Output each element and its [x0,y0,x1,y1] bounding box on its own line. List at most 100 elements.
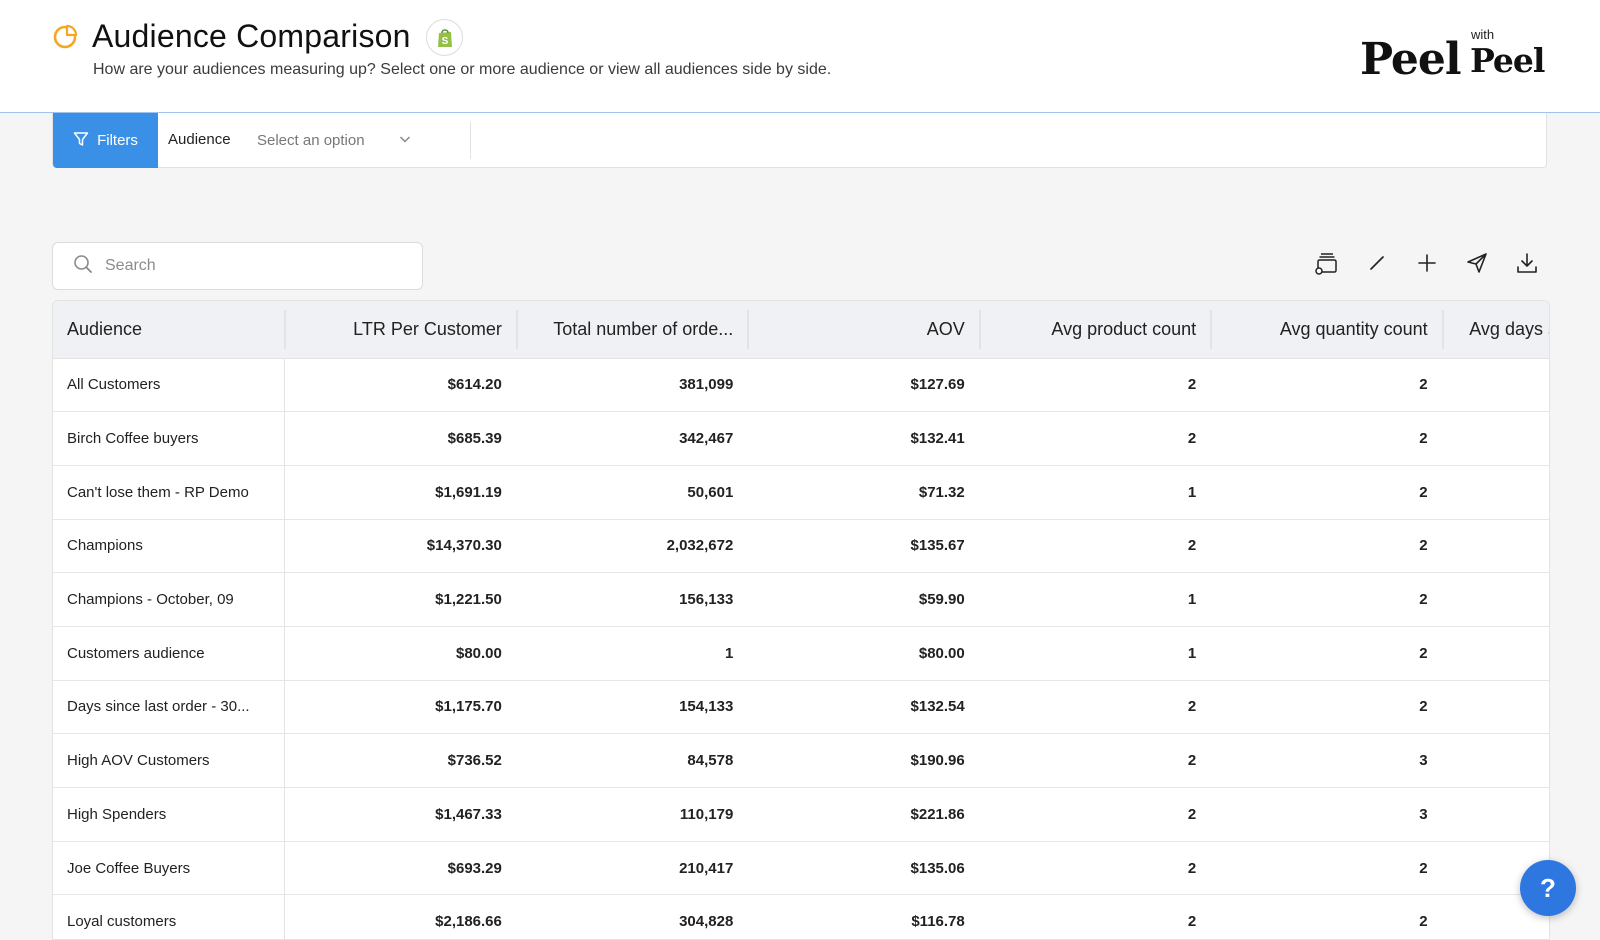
total-orders-cell: 304,828 [515,894,748,939]
ltr-cell: $685.39 [284,411,516,466]
table-row[interactable]: Champions$14,370.302,032,672$135.67221,0 [53,519,1549,574]
column-header-avg-days-since-first-order[interactable]: Avg days since first o [1441,301,1549,359]
total-orders-cell: 50,601 [515,465,748,520]
column-header-total-orders[interactable]: Total number of orde... [515,301,748,359]
audience-name-cell: High AOV Customers [53,733,285,788]
aov-cell: $221.86 [747,787,979,842]
aov-cell: $116.78 [747,894,979,939]
table-row[interactable]: Joe Coffee Buyers $693.29 210,417 $135.06 2 2 [53,841,1549,896]
avg-quantity-count-cell: 3 [1210,733,1442,788]
audience-filter-label: Audience [168,131,231,148]
avg-quantity-count-cell: 2 [1210,680,1442,735]
search-box[interactable] [52,242,423,290]
avg-quantity-count-cell: 2 [1210,894,1442,939]
total-orders-cell: 381,099 [515,358,748,413]
shopify-icon: S [426,19,463,56]
audience-name-cell: Joe Coffee Buyers [53,841,285,896]
ltr-cell: $1,175.70 [284,680,516,735]
aov-cell: $132.54 [747,680,979,735]
avg-product-count-cell: 2 [978,841,1211,896]
table-header-row: Audience LTR Per Customer Total number o… [53,301,1549,359]
avg-quantity-count-cell: 2 [1210,841,1442,896]
avg-product-count-cell: 2 [978,787,1211,842]
avg-product-count-cell: 1 [978,626,1211,681]
avg-quantity-count-cell: 3 [1210,787,1442,842]
audience-name-cell: High Spenders [53,787,285,842]
avg-product-count-cell: 2 [978,411,1211,466]
svg-text:S: S [441,36,448,47]
brand-logo: Peel with Peel [1360,26,1560,86]
table-row[interactable]: Birch Coffee buyers $685.39 342,467 $132.41… [53,411,1549,466]
avg-product-count-cell: 2 [978,733,1211,788]
audience-select[interactable]: Select an option [257,123,422,158]
avg-days-cell [1441,626,1549,681]
pie-chart-icon [52,24,78,50]
plus-icon[interactable] [1410,246,1444,280]
column-header-avg-quantity-count[interactable]: Avg quantity count [1210,301,1442,359]
avg-days-cell: 5 [1441,680,1549,735]
avg-quantity-count-cell: 2 [1210,411,1442,466]
chevron-down-icon [398,132,412,150]
aov-cell: $127.69 [747,358,979,413]
ltr-cell: $2,186.66 [284,894,516,939]
audience-table: Audience LTR Per Customer Total number o… [52,300,1550,940]
help-button[interactable]: ? [1520,860,1576,916]
avg-days-cell: 1,0 [1441,519,1549,574]
ltr-cell: $80.00 [284,626,516,681]
ltr-cell: $693.29 [284,841,516,896]
table-row[interactable]: Days since last order - 30... $1,175.70 15… [53,680,1549,735]
avg-days-cell: 1 [1441,787,1549,842]
audience-name-cell: Customers audience [53,626,285,681]
audience-name-cell: Champions [53,519,285,574]
search-input[interactable] [105,257,365,275]
total-orders-cell: 154,133 [515,680,748,735]
stack-icon[interactable] [1310,246,1344,280]
avg-days-cell: 9 [1441,358,1549,413]
avg-product-count-cell: 2 [978,519,1211,574]
audience-name-cell: All Customers [53,358,285,413]
total-orders-cell: 210,417 [515,841,748,896]
audience-name-cell: Can't lose them - RP Demo [53,465,285,520]
avg-product-count-cell: 2 [978,680,1211,735]
filter-bar: Filters Audience Select an option [52,113,1547,168]
search-icon [73,254,93,279]
filters-button-label: Filters [97,132,138,149]
avg-days-cell: 9 [1441,572,1549,627]
ltr-cell: $1,221.50 [284,572,516,627]
avg-days-cell: 9 [1441,411,1549,466]
avg-days-cell: 1,3 [1441,465,1549,520]
table-row[interactable]: Loyal customers $2,186.66 304,828 $116.78 2 2… [53,894,1549,939]
brand-with-label: with [1471,27,1495,42]
audience-name-cell: Days since last order - 30... [53,680,285,735]
ltr-cell: $614.20 [284,358,516,413]
filter-icon [73,131,89,151]
table-row[interactable]: Champions - October, 09 $1,221.50 156,133 $… [53,572,1549,627]
download-icon[interactable] [1510,246,1544,280]
column-header-avg-product-count[interactable]: Avg product count [978,301,1211,359]
send-icon[interactable] [1460,246,1494,280]
audience-name-cell: Loyal customers [53,894,285,939]
total-orders-cell: 156,133 [515,572,748,627]
edit-icon[interactable] [1360,246,1394,280]
table-row[interactable]: Customers audience $80.00 1 $80.00 1 2 [53,626,1549,681]
ltr-cell: $736.52 [284,733,516,788]
column-header-audience[interactable]: Audience [53,301,285,359]
filters-button[interactable]: Filters [53,113,158,168]
peel-logo: Peel [1360,34,1462,85]
aov-cell: $80.00 [747,626,979,681]
page-subtitle: How are your audiences measuring up? Sel… [93,61,832,78]
column-header-ltr-per-customer[interactable]: LTR Per Customer [284,301,516,359]
audience-name-cell: Champions - October, 09 [53,572,285,627]
ltr-cell: $1,467.33 [284,787,516,842]
column-header-aov[interactable]: AOV [747,301,979,359]
audience-name-cell: Birch Coffee buyers [53,411,285,466]
table-row[interactable]: Can't lose them - RP Demo $1,691.19 50,601… [53,465,1549,520]
table-row[interactable]: High AOV Customers $736.52 84,578 $190.96 2 3… [53,733,1549,788]
ltr-cell: $14,370.30 [284,519,516,574]
aov-cell: $132.41 [747,411,979,466]
aov-cell: $71.32 [747,465,979,520]
table-toolbar [1310,246,1550,280]
avg-product-count-cell: 2 [978,894,1211,939]
